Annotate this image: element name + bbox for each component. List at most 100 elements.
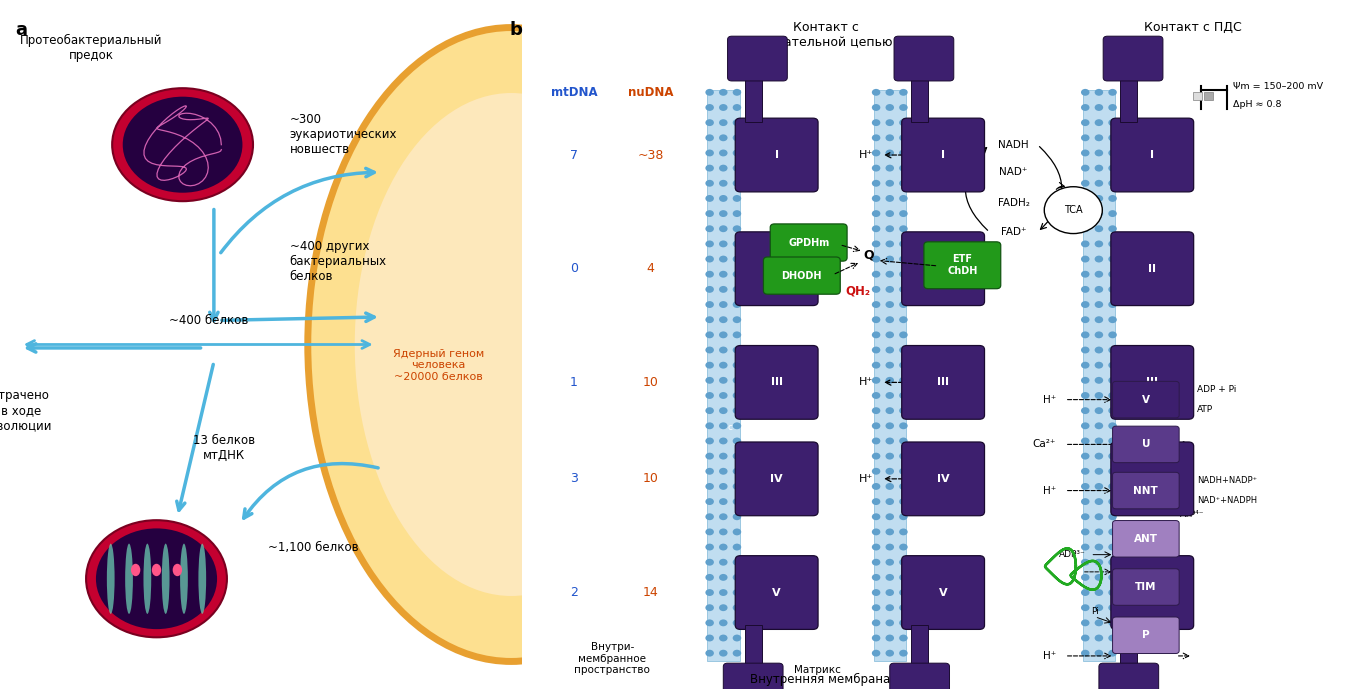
Text: NADH: NADH [999,140,1028,150]
Circle shape [1095,619,1103,626]
Circle shape [1095,544,1103,551]
Circle shape [1095,180,1103,187]
Circle shape [1108,165,1117,172]
Circle shape [871,316,881,323]
FancyBboxPatch shape [736,555,818,630]
Circle shape [900,362,908,369]
Circle shape [871,301,881,308]
Text: U: U [1142,440,1150,449]
Circle shape [1095,498,1103,505]
Text: FADH₂: FADH₂ [997,198,1030,208]
Ellipse shape [112,88,253,201]
Circle shape [900,528,908,535]
Circle shape [900,392,908,399]
Circle shape [900,316,908,323]
Circle shape [871,377,881,384]
Circle shape [720,619,728,626]
Circle shape [900,347,908,353]
Circle shape [1095,483,1103,490]
Circle shape [886,210,894,217]
Circle shape [706,286,714,293]
Circle shape [706,104,714,111]
Circle shape [900,377,908,384]
Circle shape [720,528,728,535]
Circle shape [1108,104,1117,111]
Circle shape [1095,604,1103,611]
Circle shape [733,104,741,111]
Text: ETF
ChDH: ETF ChDH [947,254,977,276]
Circle shape [1108,574,1117,581]
Circle shape [1095,104,1103,111]
FancyBboxPatch shape [901,232,985,306]
Circle shape [733,528,741,535]
FancyBboxPatch shape [745,78,762,123]
Circle shape [1081,286,1089,293]
Circle shape [152,564,161,576]
Circle shape [1081,422,1089,429]
Circle shape [1095,528,1103,535]
Circle shape [706,331,714,338]
Circle shape [1081,483,1089,490]
Circle shape [1081,377,1089,384]
Circle shape [1095,89,1103,96]
Circle shape [886,392,894,399]
Text: V: V [1142,395,1150,404]
Circle shape [1095,513,1103,520]
Circle shape [871,650,881,657]
Circle shape [733,483,741,490]
Circle shape [871,150,881,156]
Circle shape [1081,180,1089,187]
Ellipse shape [96,528,217,629]
Circle shape [720,89,728,96]
FancyBboxPatch shape [901,119,985,192]
FancyBboxPatch shape [911,78,928,123]
FancyBboxPatch shape [724,663,783,689]
Circle shape [1081,195,1089,202]
Text: nuDNA: nuDNA [627,86,673,99]
Circle shape [1095,150,1103,156]
Circle shape [871,574,881,581]
FancyBboxPatch shape [745,626,762,667]
Circle shape [900,180,908,187]
Circle shape [871,392,881,399]
Circle shape [1108,635,1117,641]
Circle shape [1108,422,1117,429]
Text: TCA: TCA [1064,205,1083,215]
Circle shape [886,438,894,444]
Text: IV: IV [771,474,783,484]
Circle shape [1108,362,1117,369]
Circle shape [871,286,881,293]
Circle shape [886,286,894,293]
Circle shape [706,453,714,460]
Text: Утрачено
в ходе
эволюции: Утрачено в ходе эволюции [0,389,51,432]
Text: 13 белков
мтДНК: 13 белков мтДНК [194,434,255,462]
Circle shape [900,331,908,338]
Text: IV: IV [936,474,950,484]
Circle shape [1108,301,1117,308]
Circle shape [886,422,894,429]
Circle shape [886,256,894,263]
Circle shape [871,195,881,202]
Circle shape [706,528,714,535]
Circle shape [1081,635,1089,641]
Circle shape [1108,453,1117,460]
Text: mtDNA: mtDNA [550,86,598,99]
Circle shape [720,225,728,232]
Circle shape [733,119,741,126]
Circle shape [871,604,881,611]
Circle shape [1108,180,1117,187]
Circle shape [1095,301,1103,308]
Circle shape [706,544,714,551]
Circle shape [1108,589,1117,596]
FancyBboxPatch shape [736,232,818,306]
Circle shape [886,119,894,126]
Circle shape [733,240,741,247]
Circle shape [706,89,714,96]
Ellipse shape [308,28,714,661]
Circle shape [1108,195,1117,202]
Circle shape [733,210,741,217]
Circle shape [871,362,881,369]
Circle shape [706,650,714,657]
Circle shape [720,301,728,308]
Circle shape [706,119,714,126]
